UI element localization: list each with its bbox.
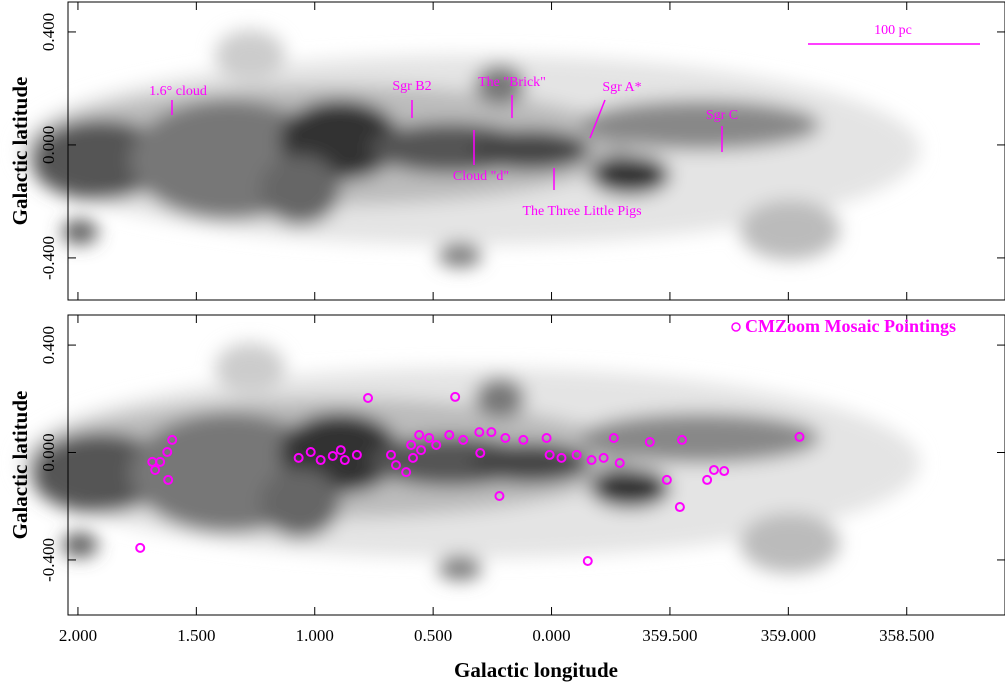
- pointing: [708, 464, 719, 475]
- pointing: [661, 474, 672, 485]
- pointing: [163, 474, 174, 485]
- y-tick-label: -0.400: [39, 538, 58, 582]
- x-tick-label: 359.500: [642, 626, 697, 645]
- legend-marker: [731, 322, 741, 332]
- pointing: [794, 431, 805, 442]
- annotation: Cloud "d": [453, 169, 509, 184]
- pointing: [614, 457, 625, 468]
- x-tick-label: 359.000: [761, 626, 816, 645]
- legend-label: CMZoom Mosaic Pointings: [745, 316, 956, 336]
- pointing: [135, 542, 146, 553]
- pointing: [424, 433, 435, 444]
- annotation: 1.6° cloud: [149, 84, 207, 99]
- x-tick-label: 0.500: [414, 626, 452, 645]
- pointing: [582, 556, 593, 567]
- pointing: [644, 437, 655, 448]
- y-axis-label: Galactic latitude: [8, 77, 32, 226]
- pointing: [406, 439, 417, 450]
- pointing: [719, 466, 730, 477]
- x-tick-label: 1.000: [296, 626, 334, 645]
- pointing: [162, 446, 173, 457]
- pointing: [431, 439, 442, 450]
- pointing: [327, 451, 338, 462]
- annotation: Sgr A*: [602, 80, 641, 95]
- x-tick-label: 1.500: [177, 626, 215, 645]
- annotation-pointer: [589, 99, 606, 139]
- pointing: [474, 427, 485, 438]
- pointing: [339, 455, 350, 466]
- frame-top: [67, 1, 1005, 301]
- pointing: [571, 449, 582, 460]
- pointing: [351, 449, 362, 460]
- annotation: The Three Little Pigs: [522, 204, 641, 219]
- pointing: [702, 474, 713, 485]
- pointing: [363, 392, 374, 403]
- frame-bottom: [67, 314, 1005, 616]
- pointing: [494, 491, 505, 502]
- pointing: [556, 452, 567, 463]
- pointing: [414, 430, 425, 441]
- pointing: [416, 445, 427, 456]
- y-tick-label: 0.400: [39, 326, 58, 364]
- y-tick-label: 0.000: [39, 126, 58, 164]
- pointing: [458, 434, 469, 445]
- pointing: [486, 427, 497, 438]
- y-tick-label: 0.400: [39, 13, 58, 51]
- pointing: [541, 433, 552, 444]
- y-tick-label: -0.400: [39, 236, 58, 280]
- pointing: [385, 449, 396, 460]
- annotation: Sgr C: [706, 108, 738, 123]
- y-axis-label: Galactic latitude: [8, 391, 32, 540]
- pointing: [390, 460, 401, 471]
- pointing: [305, 446, 316, 457]
- pointing: [518, 434, 529, 445]
- pointing: [401, 467, 412, 478]
- pointing: [315, 455, 326, 466]
- pointing: [408, 452, 419, 463]
- x-tick-label: 2.000: [59, 626, 97, 645]
- pointing: [674, 502, 685, 513]
- pointing: [598, 452, 609, 463]
- pointing: [147, 456, 158, 467]
- pointing: [677, 434, 688, 445]
- annotation: Sgr B2: [392, 79, 431, 94]
- pointing: [500, 433, 511, 444]
- y-tick-label: 0.000: [39, 433, 58, 471]
- image-bottom: [20, 343, 920, 580]
- pointing: [586, 455, 597, 466]
- pointing: [335, 445, 346, 456]
- pointing: [293, 452, 304, 463]
- pointing: [608, 433, 619, 444]
- image-top: [20, 30, 920, 267]
- pointing: [475, 448, 486, 459]
- annotation: The "Brick": [478, 75, 546, 90]
- x-axis-label: Galactic longitude: [454, 658, 618, 682]
- pointing: [450, 391, 461, 402]
- x-tick-label: 358.500: [879, 626, 934, 645]
- scale-bar-label: 100 pc: [874, 23, 912, 38]
- pointing: [544, 449, 555, 460]
- x-tick-label: 0.000: [532, 626, 570, 645]
- pointing: [167, 434, 178, 445]
- pointing: [444, 430, 455, 441]
